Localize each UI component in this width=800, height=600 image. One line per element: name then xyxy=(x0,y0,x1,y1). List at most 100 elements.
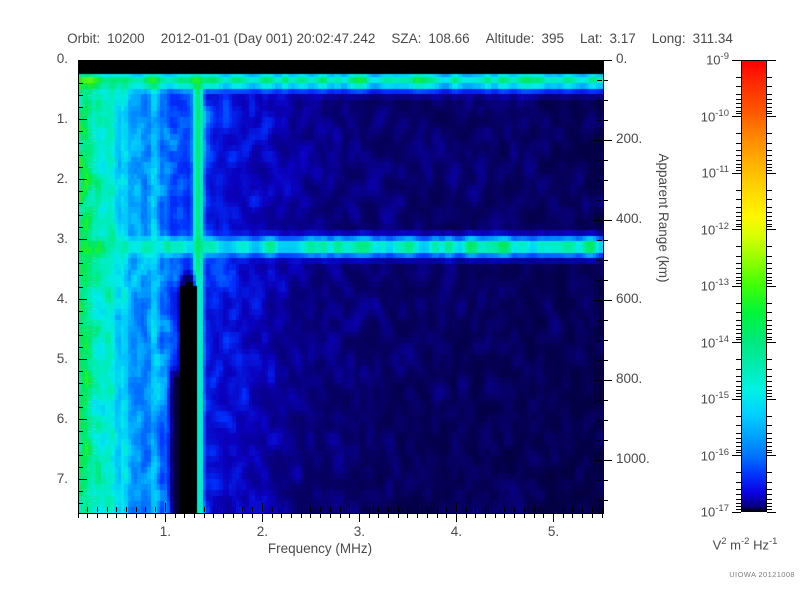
y-tick xyxy=(78,347,83,349)
y2-tick xyxy=(597,199,602,201)
y2-tick-out xyxy=(603,199,608,201)
y2-tick xyxy=(597,399,602,401)
colorbar-major-tick-right xyxy=(767,59,776,61)
y2-tick xyxy=(597,119,602,121)
x-tick-label: 3. xyxy=(353,524,366,539)
y-tick xyxy=(78,407,83,409)
x-tick xyxy=(232,507,234,512)
orbit-value: 10200 xyxy=(107,31,145,46)
colorbar-minor-tick xyxy=(736,481,741,483)
colorbar-minor-tick xyxy=(736,280,741,282)
colorbar-minor-tick xyxy=(736,498,741,500)
x-tick-out xyxy=(135,513,137,518)
colorbar-minor-tick xyxy=(736,113,741,115)
colorbar-minor-tick xyxy=(736,389,741,391)
y-tick-label: 3. xyxy=(56,230,68,246)
x-tick xyxy=(281,507,283,512)
x-tick xyxy=(494,507,496,512)
x-tick-top xyxy=(378,60,380,65)
colorbar-minor-tick xyxy=(736,167,741,169)
x-tick-top xyxy=(446,60,448,65)
y-tick xyxy=(78,215,83,217)
y2-tick-out xyxy=(603,299,612,301)
colorbar-minor-tick-right xyxy=(767,189,772,191)
y-tick-label: 2. xyxy=(56,170,68,186)
y-tick xyxy=(78,203,83,205)
colorbar-minor-tick xyxy=(736,446,741,448)
y2-tick-label: 400. xyxy=(616,211,643,226)
colorbar-minor-tick-right xyxy=(767,324,772,326)
colorbar-minor-tick-right xyxy=(767,280,772,282)
y2-tick-out xyxy=(603,459,612,461)
x-tick xyxy=(184,507,186,512)
credit-text: UIOWA 20121008 xyxy=(729,570,795,579)
colorbar-minor-tick-right xyxy=(767,489,772,491)
colorbar-minor-tick-right xyxy=(767,86,772,88)
y-tick xyxy=(78,395,83,397)
x-tick xyxy=(591,507,593,512)
colorbar-minor-tick xyxy=(736,385,741,387)
colorbar-major-tick-right xyxy=(767,455,776,456)
colorbar-minor-tick xyxy=(736,339,741,341)
colorbar-minor-tick-right xyxy=(767,107,772,109)
colorbar-minor-tick xyxy=(736,142,741,144)
x-tick xyxy=(426,507,428,512)
x-tick xyxy=(339,507,341,512)
x-tick-top xyxy=(426,60,428,65)
colorbar-minor-tick-right xyxy=(767,98,772,100)
colorbar-minor-tick-right xyxy=(767,272,772,274)
x-tick-top xyxy=(349,60,351,65)
x-tick xyxy=(504,507,506,512)
colorbar-minor-tick-right xyxy=(767,333,772,335)
colorbar-minor-tick xyxy=(736,169,741,171)
y-tick xyxy=(78,167,83,169)
x-tick xyxy=(358,503,360,512)
colorbar-minor-tick-right xyxy=(767,432,772,434)
y-tick xyxy=(78,179,87,181)
altitude-value: 395 xyxy=(541,31,564,46)
x-tick-top xyxy=(184,60,186,65)
colorbar-minor-tick-right xyxy=(767,282,772,284)
x-tick-out xyxy=(271,513,273,518)
y2-tick-out xyxy=(603,419,608,421)
x-tick xyxy=(310,507,312,512)
x-tick-out xyxy=(494,513,496,518)
colorbar-minor-tick-right xyxy=(767,223,772,225)
long-label: Long: xyxy=(651,31,686,46)
x-tick-out xyxy=(193,513,195,518)
colorbar-minor-tick-right xyxy=(767,442,772,444)
y-tick xyxy=(78,227,83,229)
colorbar-minor-tick xyxy=(736,86,741,88)
y2-tick xyxy=(593,299,602,301)
colorbar-minor-tick-right xyxy=(767,93,772,95)
colorbar-minor-tick xyxy=(736,336,741,338)
x-tick-top xyxy=(523,60,525,65)
colorbar-minor-tick-right xyxy=(767,446,772,448)
x-tick xyxy=(417,507,419,512)
x-tick xyxy=(552,503,554,512)
colorbar-tick-label: 10-14 xyxy=(700,333,729,350)
y2-tick-label: 0. xyxy=(616,51,628,66)
long-value: 311.34 xyxy=(692,31,733,46)
x-tick-out xyxy=(417,513,419,518)
x-tick xyxy=(475,507,477,512)
colorbar-minor-tick-right xyxy=(767,155,772,157)
colorbar-minor-tick-right xyxy=(767,395,772,397)
colorbar-minor-tick xyxy=(736,276,741,278)
x-tick xyxy=(320,507,322,512)
colorbar-minor-tick xyxy=(736,211,741,213)
x-axis-title: Frequency (MHz) xyxy=(267,541,373,556)
colorbar-minor-tick-right xyxy=(767,449,772,451)
y-tick xyxy=(78,443,83,445)
colorbar-tick-label: 10-13 xyxy=(700,277,729,294)
x-tick xyxy=(223,507,225,512)
x-tick xyxy=(388,507,390,512)
colorbar-minor-tick xyxy=(736,506,741,508)
y-tick xyxy=(78,251,83,253)
x-tick-out xyxy=(223,513,225,518)
x-tick xyxy=(203,507,205,512)
colorbar-minor-tick-right xyxy=(767,329,772,331)
y2-tick xyxy=(597,439,602,441)
colorbar xyxy=(741,60,767,512)
x-tick-top xyxy=(135,60,137,65)
